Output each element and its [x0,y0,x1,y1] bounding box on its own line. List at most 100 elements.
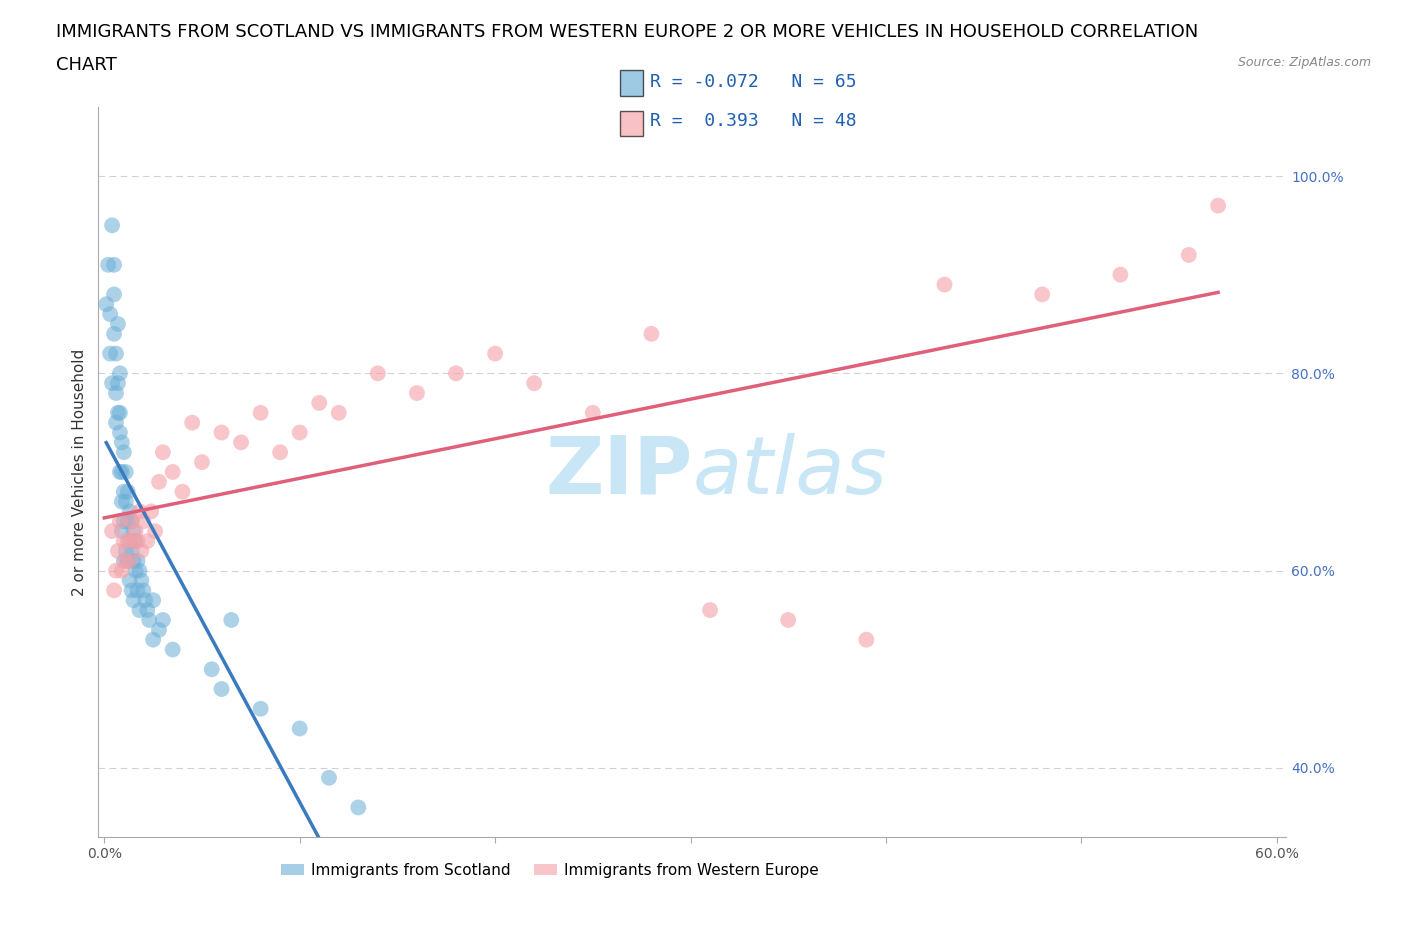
Point [108,465,131,480]
Point [103,287,125,302]
Point [484,346,506,361]
Point [211,425,233,440]
Point [117,534,139,549]
Point [269,445,291,459]
Point [117,553,139,568]
Text: R =  0.393   N = 48: R = 0.393 N = 48 [650,112,856,129]
Point [107,543,129,558]
Point [112,485,135,499]
Point [142,592,165,607]
Point [114,543,136,558]
Point [122,534,145,549]
Point [148,474,170,489]
Point [148,622,170,637]
Point [111,494,134,509]
Point [127,583,149,598]
Point [101,524,124,538]
Point [855,632,877,647]
Point [103,326,125,341]
Point [172,485,194,499]
Point [107,376,129,391]
Point [347,800,370,815]
Point [98,307,121,322]
Point [112,445,135,459]
Point [124,524,146,538]
Point [108,365,131,380]
Point [221,613,243,628]
Text: ZIP: ZIP [546,433,692,511]
Point [121,514,143,529]
Point [778,613,800,628]
Point [229,435,252,450]
Point [582,405,605,420]
Point [131,543,153,558]
Point [249,405,271,420]
Point [152,445,174,459]
Point [122,592,145,607]
Point [108,405,131,420]
Point [121,583,143,598]
Point [132,514,155,529]
Point [124,564,146,578]
Text: atlas: atlas [692,433,887,511]
Point [111,524,134,538]
Point [122,553,145,568]
Point [132,583,155,598]
Point [1206,198,1229,213]
Point [143,524,166,538]
Point [122,524,145,538]
Point [367,365,389,380]
Point [105,386,128,401]
Point [114,553,136,568]
Point [444,365,467,380]
Point [105,564,128,578]
Point [105,346,128,361]
Point [107,405,129,420]
Text: CHART: CHART [56,56,117,73]
Point [101,218,124,232]
Point [191,455,214,470]
Point [121,514,143,529]
Point [128,504,150,519]
Point [288,425,311,440]
Point [108,425,131,440]
Point [128,564,150,578]
Point [111,465,134,480]
Point [117,514,139,529]
Point [162,465,184,480]
Point [201,662,224,677]
Point [108,514,131,529]
Point [103,258,125,272]
Point [98,346,121,361]
Point [107,316,129,331]
Point [1178,247,1201,262]
Legend: Immigrants from Scotland, Immigrants from Western Europe: Immigrants from Scotland, Immigrants fro… [274,857,825,884]
Point [136,603,159,618]
Point [934,277,956,292]
Point [111,564,134,578]
Point [111,435,134,450]
Point [134,592,156,607]
Point [181,415,204,430]
Point [127,553,149,568]
Point [112,534,135,549]
Point [124,534,146,549]
Point [1109,267,1132,282]
Point [406,386,429,401]
Text: R = -0.072   N = 65: R = -0.072 N = 65 [650,73,856,91]
Point [249,701,271,716]
Point [128,603,150,618]
FancyBboxPatch shape [620,111,643,136]
Point [211,682,233,697]
Point [308,395,330,410]
Point [121,543,143,558]
Point [118,573,141,588]
Point [127,534,149,549]
Y-axis label: 2 or more Vehicles in Household: 2 or more Vehicles in Household [72,349,87,595]
Point [117,485,139,499]
Point [318,770,340,785]
Point [103,583,125,598]
Point [523,376,546,391]
Point [699,603,721,618]
Text: Source: ZipAtlas.com: Source: ZipAtlas.com [1237,56,1371,69]
